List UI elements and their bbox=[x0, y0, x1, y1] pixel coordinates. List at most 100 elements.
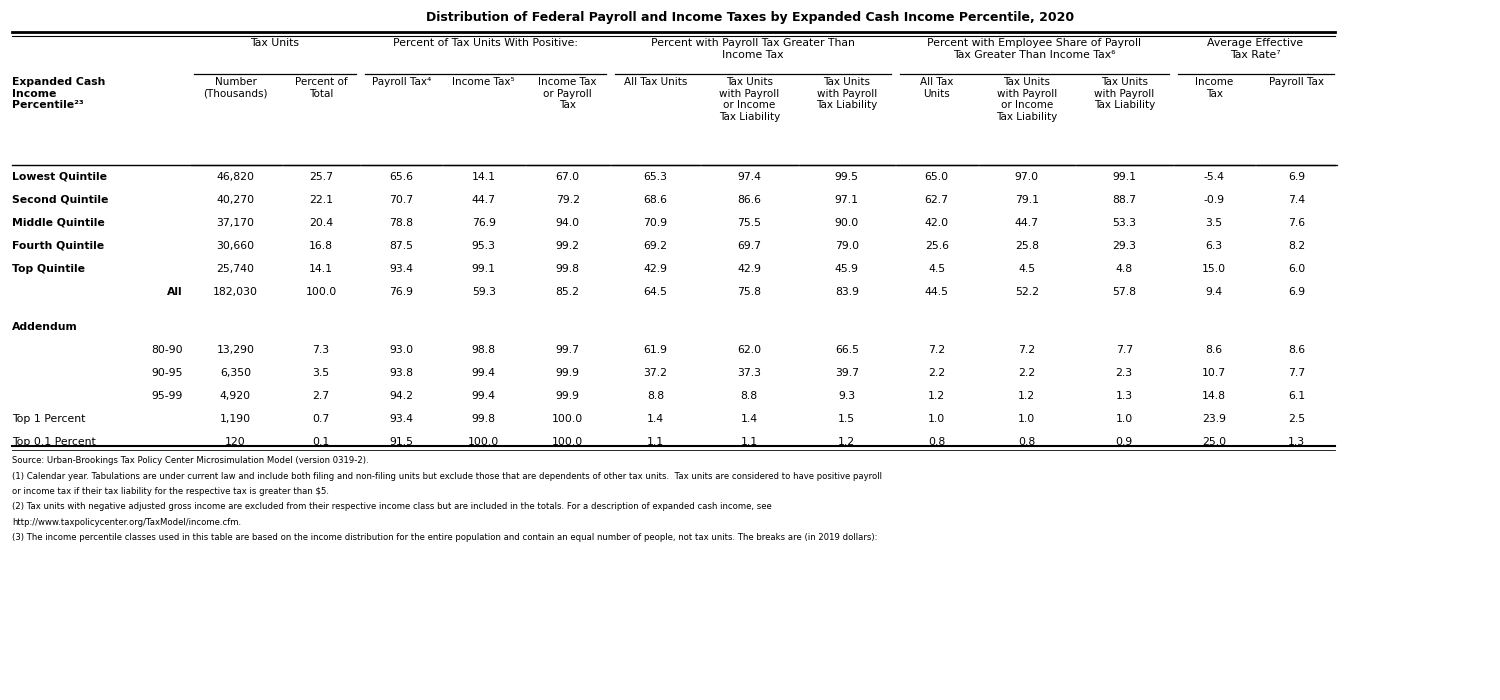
Text: 25.6: 25.6 bbox=[924, 241, 948, 251]
Text: Addendum: Addendum bbox=[12, 322, 78, 332]
Text: 7.2: 7.2 bbox=[1019, 345, 1035, 355]
Text: 100.0: 100.0 bbox=[552, 414, 584, 424]
Text: Distribution of Federal Payroll and Income Taxes by Expanded Cash Income Percent: Distribution of Federal Payroll and Inco… bbox=[426, 10, 1074, 24]
Text: 97.0: 97.0 bbox=[1014, 172, 1040, 181]
Text: 0.1: 0.1 bbox=[312, 438, 330, 447]
Text: 99.9: 99.9 bbox=[555, 368, 579, 378]
Text: 45.9: 45.9 bbox=[834, 264, 858, 274]
Text: 93.4: 93.4 bbox=[390, 414, 412, 424]
Text: 7.2: 7.2 bbox=[928, 345, 945, 355]
Text: 10.7: 10.7 bbox=[1202, 368, 1227, 378]
Text: 25.7: 25.7 bbox=[309, 172, 333, 181]
Text: 8.6: 8.6 bbox=[1288, 345, 1305, 355]
Text: Percent of
Total: Percent of Total bbox=[294, 77, 348, 99]
Text: (3) The income percentile classes used in this table are based on the income dis: (3) The income percentile classes used i… bbox=[12, 533, 877, 542]
Text: 90-95: 90-95 bbox=[152, 368, 183, 378]
Text: 0.7: 0.7 bbox=[312, 414, 330, 424]
Text: http://www.taxpolicycenter.org/TaxModel/income.cfm.: http://www.taxpolicycenter.org/TaxModel/… bbox=[12, 518, 242, 527]
Text: 79.2: 79.2 bbox=[555, 195, 579, 204]
Text: 98.8: 98.8 bbox=[471, 345, 495, 355]
Text: 6.9: 6.9 bbox=[1288, 172, 1305, 181]
Text: 6.3: 6.3 bbox=[1206, 241, 1222, 251]
Text: 1.3: 1.3 bbox=[1288, 438, 1305, 447]
Text: 44.7: 44.7 bbox=[471, 195, 495, 204]
Text: 99.5: 99.5 bbox=[834, 172, 858, 181]
Text: 44.7: 44.7 bbox=[1014, 218, 1038, 228]
Text: 1.4: 1.4 bbox=[741, 414, 758, 424]
Text: 80-90: 80-90 bbox=[152, 345, 183, 355]
Text: 4.5: 4.5 bbox=[1019, 264, 1035, 274]
Text: 8.6: 8.6 bbox=[1206, 345, 1222, 355]
Text: Top 1 Percent: Top 1 Percent bbox=[12, 414, 86, 424]
Text: 8.8: 8.8 bbox=[741, 391, 758, 401]
Text: 15.0: 15.0 bbox=[1202, 264, 1227, 274]
Text: or income tax if their tax liability for the respective tax is greater than $5.: or income tax if their tax liability for… bbox=[12, 487, 328, 496]
Text: 14.1: 14.1 bbox=[471, 172, 495, 181]
Text: 120: 120 bbox=[225, 438, 246, 447]
Text: 65.0: 65.0 bbox=[924, 172, 950, 181]
Text: Top 0.1 Percent: Top 0.1 Percent bbox=[12, 438, 96, 447]
Text: 67.0: 67.0 bbox=[555, 172, 580, 181]
Text: Tax Units
with Payroll
or Income
Tax Liability: Tax Units with Payroll or Income Tax Lia… bbox=[996, 77, 1058, 122]
Text: 1.1: 1.1 bbox=[741, 438, 758, 447]
Text: Income Tax
or Payroll
Tax: Income Tax or Payroll Tax bbox=[538, 77, 597, 110]
Text: 1.0: 1.0 bbox=[1019, 414, 1035, 424]
Text: 37,170: 37,170 bbox=[216, 218, 255, 228]
Text: 0.9: 0.9 bbox=[1116, 438, 1132, 447]
Text: 97.1: 97.1 bbox=[834, 195, 858, 204]
Text: Second Quintile: Second Quintile bbox=[12, 195, 108, 204]
Text: 30,660: 30,660 bbox=[216, 241, 255, 251]
Text: 1.2: 1.2 bbox=[1019, 391, 1035, 401]
Text: 2.2: 2.2 bbox=[1019, 368, 1035, 378]
Text: 22.1: 22.1 bbox=[309, 195, 333, 204]
Text: 86.6: 86.6 bbox=[736, 195, 760, 204]
Text: 13,290: 13,290 bbox=[216, 345, 255, 355]
Text: 79.0: 79.0 bbox=[834, 241, 860, 251]
Text: 182,030: 182,030 bbox=[213, 287, 258, 297]
Text: 2.5: 2.5 bbox=[1288, 414, 1305, 424]
Text: 100.0: 100.0 bbox=[552, 438, 584, 447]
Text: 90.0: 90.0 bbox=[834, 218, 860, 228]
Text: 99.4: 99.4 bbox=[471, 368, 495, 378]
Text: 2.3: 2.3 bbox=[1116, 368, 1132, 378]
Text: 39.7: 39.7 bbox=[834, 368, 858, 378]
Text: 61.9: 61.9 bbox=[644, 345, 668, 355]
Text: 99.9: 99.9 bbox=[555, 391, 579, 401]
Text: Income
Tax: Income Tax bbox=[1196, 77, 1233, 99]
Text: 8.8: 8.8 bbox=[646, 391, 664, 401]
Text: 57.8: 57.8 bbox=[1112, 287, 1137, 297]
Text: Top Quintile: Top Quintile bbox=[12, 264, 86, 274]
Text: 6.0: 6.0 bbox=[1288, 264, 1305, 274]
Text: 94.2: 94.2 bbox=[390, 391, 412, 401]
Text: Lowest Quintile: Lowest Quintile bbox=[12, 172, 106, 181]
Text: 91.5: 91.5 bbox=[390, 438, 412, 447]
Text: 76.9: 76.9 bbox=[471, 218, 495, 228]
Text: 7.4: 7.4 bbox=[1288, 195, 1305, 204]
Text: Number
(Thousands): Number (Thousands) bbox=[204, 77, 267, 99]
Text: Tax Units
with Payroll
Tax Liability: Tax Units with Payroll Tax Liability bbox=[1094, 77, 1155, 110]
Text: 99.2: 99.2 bbox=[555, 241, 579, 251]
Text: 99.4: 99.4 bbox=[471, 391, 495, 401]
Text: 99.1: 99.1 bbox=[1112, 172, 1137, 181]
Text: 0.8: 0.8 bbox=[1019, 438, 1035, 447]
Text: 87.5: 87.5 bbox=[390, 241, 412, 251]
Text: Average Effective
Tax Rate⁷: Average Effective Tax Rate⁷ bbox=[1208, 38, 1304, 60]
Text: 7.7: 7.7 bbox=[1116, 345, 1132, 355]
Text: 78.8: 78.8 bbox=[390, 218, 412, 228]
Text: Payroll Tax⁴: Payroll Tax⁴ bbox=[372, 77, 430, 87]
Text: 62.7: 62.7 bbox=[924, 195, 948, 204]
Text: 65.6: 65.6 bbox=[390, 172, 412, 181]
Text: 1,190: 1,190 bbox=[220, 414, 251, 424]
Text: 64.5: 64.5 bbox=[644, 287, 668, 297]
Text: 100.0: 100.0 bbox=[468, 438, 500, 447]
Text: 75.5: 75.5 bbox=[736, 218, 760, 228]
Text: 93.8: 93.8 bbox=[390, 368, 412, 378]
Text: 42.0: 42.0 bbox=[924, 218, 950, 228]
Text: All Tax Units: All Tax Units bbox=[624, 77, 687, 87]
Text: 44.5: 44.5 bbox=[924, 287, 948, 297]
Text: 1.0: 1.0 bbox=[1116, 414, 1132, 424]
Text: 93.4: 93.4 bbox=[390, 264, 412, 274]
Text: 40,270: 40,270 bbox=[216, 195, 255, 204]
Text: 46,820: 46,820 bbox=[216, 172, 255, 181]
Text: (2) Tax units with negative adjusted gross income are excluded from their respec: (2) Tax units with negative adjusted gro… bbox=[12, 503, 771, 512]
